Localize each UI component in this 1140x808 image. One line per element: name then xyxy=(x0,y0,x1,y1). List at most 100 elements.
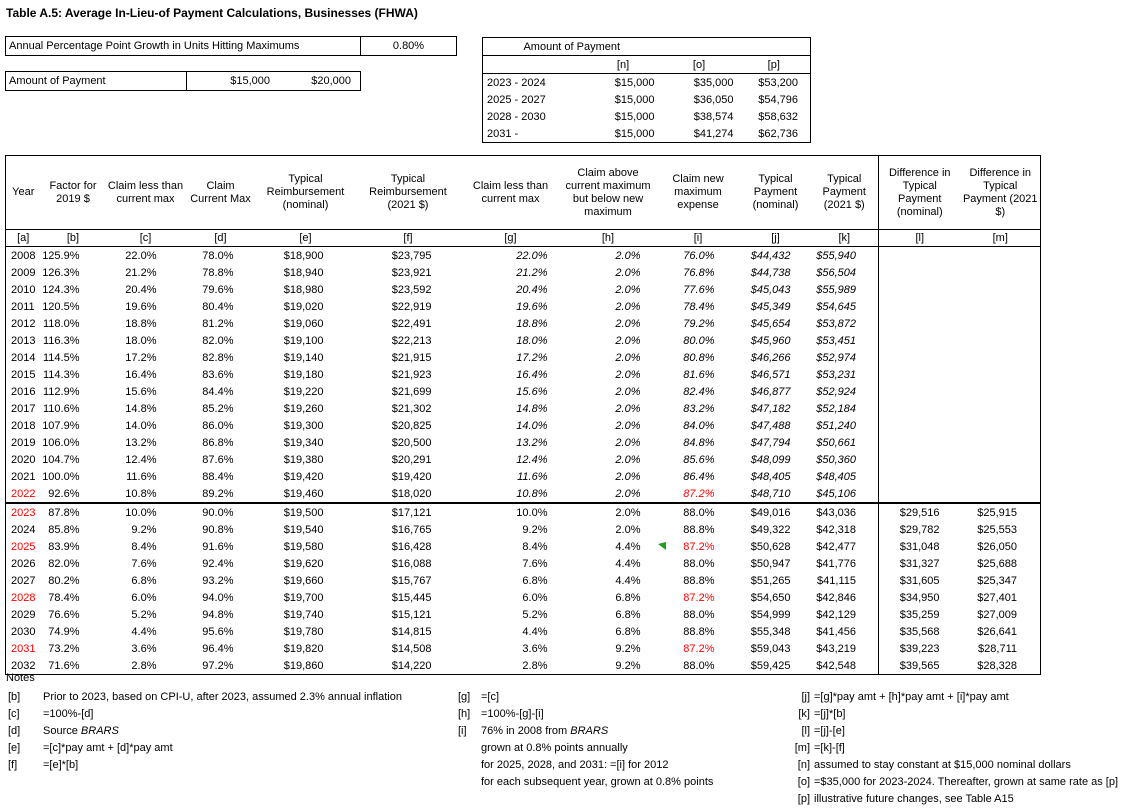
cell-d[interactable]: 90.0% xyxy=(202,506,234,519)
cell-b[interactable]: 78.4% xyxy=(48,591,80,604)
payment-value1-cell[interactable]: $15,000 xyxy=(230,75,270,87)
cell-c[interactable]: 14.0% xyxy=(125,419,157,432)
cell-e[interactable]: $18,980 xyxy=(283,283,324,296)
cell-a[interactable]: 2025 xyxy=(11,540,36,553)
cell-e[interactable]: $19,860 xyxy=(283,659,324,672)
cell-b[interactable]: 110.6% xyxy=(43,402,80,415)
column-letter-cell[interactable]: [l] xyxy=(878,229,961,247)
cell-b[interactable]: 71.6% xyxy=(48,659,80,672)
cell-i[interactable]: 88.0% xyxy=(683,659,715,672)
cell-c[interactable]: 16.4% xyxy=(125,368,157,381)
cell-b[interactable]: 83.9% xyxy=(48,540,80,553)
cell-h[interactable]: 2.0% xyxy=(615,266,641,279)
cell-h[interactable]: 2.0% xyxy=(615,470,641,483)
cell-g[interactable]: 20.4% xyxy=(516,283,548,296)
cell-e[interactable]: $19,340 xyxy=(283,436,324,449)
cell-e[interactable]: $19,660 xyxy=(283,574,324,587)
cell-m[interactable]: $25,553 xyxy=(977,523,1017,536)
cell-k[interactable]: $53,872 xyxy=(816,317,856,330)
cell-f[interactable]: $20,825 xyxy=(391,419,432,432)
cell-g[interactable]: 3.6% xyxy=(522,642,548,655)
cell-c[interactable]: 13.2% xyxy=(125,436,157,449)
schedule-letter-cell[interactable] xyxy=(482,55,586,74)
cell-a[interactable]: 2013 xyxy=(11,334,36,347)
cell-d[interactable]: 94.0% xyxy=(202,591,234,604)
cell-j[interactable]: $45,960 xyxy=(750,334,791,347)
cell-a[interactable]: 2031 xyxy=(11,642,36,655)
col-header-f[interactable]: Typical Reimbursement (2021 $) xyxy=(369,173,447,211)
cell-b[interactable]: 74.9% xyxy=(48,625,80,638)
cell-k[interactable]: $43,036 xyxy=(816,506,856,519)
cell-j[interactable]: $47,488 xyxy=(750,419,791,432)
cell-b[interactable]: 100.0% xyxy=(42,470,80,483)
cell-c[interactable]: 6.8% xyxy=(131,574,157,587)
cell-c[interactable]: 8.4% xyxy=(131,540,157,553)
cell-c[interactable]: 11.6% xyxy=(126,470,157,483)
schedule-cell[interactable]: $38,574 xyxy=(693,110,734,123)
cell-b[interactable]: 82.0% xyxy=(48,557,80,570)
schedule-cell[interactable]: $35,000 xyxy=(693,76,734,89)
cell-c[interactable]: 18.0% xyxy=(125,334,157,347)
cell-m[interactable]: $28,711 xyxy=(978,642,1017,655)
cell-f[interactable]: $20,500 xyxy=(391,436,432,449)
cell-d[interactable]: 80.4% xyxy=(202,300,234,313)
schedule-cell[interactable]: 2031 - xyxy=(487,127,519,140)
cell-c[interactable]: 19.6% xyxy=(125,300,157,313)
schedule-cell[interactable]: $62,736 xyxy=(758,127,799,140)
cell-h[interactable]: 2.0% xyxy=(560,485,656,504)
cell-k[interactable]: $56,504 xyxy=(816,266,856,279)
cell-i[interactable]: 87.2% xyxy=(683,591,715,604)
cell-b[interactable]: 114.5% xyxy=(43,351,80,364)
cell-i[interactable]: 88.8% xyxy=(683,523,715,536)
cell-l[interactable] xyxy=(878,451,961,468)
cell-d[interactable]: 92.4% xyxy=(202,557,234,570)
cell-m[interactable]: $25,688 xyxy=(977,557,1017,570)
cell-d[interactable]: 82.8% xyxy=(202,351,234,364)
cell-h[interactable]: 2.0% xyxy=(615,351,641,364)
cell-h[interactable]: 2.0% xyxy=(615,419,641,432)
cell-k[interactable]: $42,477 xyxy=(816,540,856,553)
cell-k[interactable]: $42,548 xyxy=(816,659,856,672)
schedule-cell[interactable]: $36,050 xyxy=(693,93,734,106)
cell-m[interactable]: $26,641 xyxy=(977,625,1017,638)
cell-m[interactable] xyxy=(961,383,1041,400)
cell-a[interactable]: 2016 xyxy=(11,385,36,398)
cell-h[interactable]: 6.8% xyxy=(615,625,641,638)
schedule-cell[interactable]: $53,200 xyxy=(758,76,799,89)
cell-h[interactable]: 6.8% xyxy=(615,608,641,621)
schedule-cell[interactable]: $15,000 xyxy=(614,110,655,123)
cell-a[interactable]: 2032 xyxy=(11,659,36,672)
cell-f[interactable]: $16,088 xyxy=(391,557,432,570)
cell-i[interactable]: 87.2% xyxy=(656,538,741,555)
cell-m[interactable] xyxy=(961,332,1041,349)
cell-g[interactable]: 11.6% xyxy=(517,470,548,483)
cell-a[interactable]: 2015 xyxy=(11,368,36,381)
col-header-a[interactable]: Year xyxy=(12,186,35,198)
cell-e[interactable]: $19,700 xyxy=(283,591,324,604)
cell-a[interactable]: 2026 xyxy=(11,557,36,570)
cell-j[interactable]: $48,405 xyxy=(750,470,791,483)
cell-f[interactable]: $16,428 xyxy=(391,540,432,553)
cell-k[interactable]: $52,924 xyxy=(816,385,856,398)
cell-e[interactable]: $19,740 xyxy=(283,608,324,621)
cell-f[interactable]: $17,121 xyxy=(391,506,432,519)
cell-c[interactable]: 21.2% xyxy=(125,266,157,279)
cell-h[interactable]: 2.0% xyxy=(615,402,641,415)
cell-k[interactable]: $48,405 xyxy=(816,470,856,483)
cell-h[interactable]: 9.2% xyxy=(615,642,641,655)
cell-a[interactable]: 2014 xyxy=(11,351,36,364)
cell-e[interactable]: $19,060 xyxy=(283,317,324,330)
cell-d[interactable]: 84.4% xyxy=(202,385,234,398)
cell-h[interactable]: 2.0% xyxy=(615,249,641,262)
cell-i[interactable]: 80.8% xyxy=(683,351,715,364)
cell-h[interactable]: 2.0% xyxy=(615,368,641,381)
cell-e[interactable]: $19,500 xyxy=(283,506,324,519)
cell-l[interactable]: $29,516 xyxy=(878,503,961,521)
cell-i[interactable]: 88.0% xyxy=(683,608,715,621)
schedule-cell[interactable]: 2028 - 2030 xyxy=(487,110,546,123)
cell-j[interactable]: $47,794 xyxy=(750,436,791,449)
cell-i[interactable]: 83.2% xyxy=(683,402,715,415)
cell-k[interactable]: $53,231 xyxy=(816,368,856,381)
cell-a[interactable]: 2027 xyxy=(11,574,36,587)
cell-l[interactable] xyxy=(878,349,961,366)
